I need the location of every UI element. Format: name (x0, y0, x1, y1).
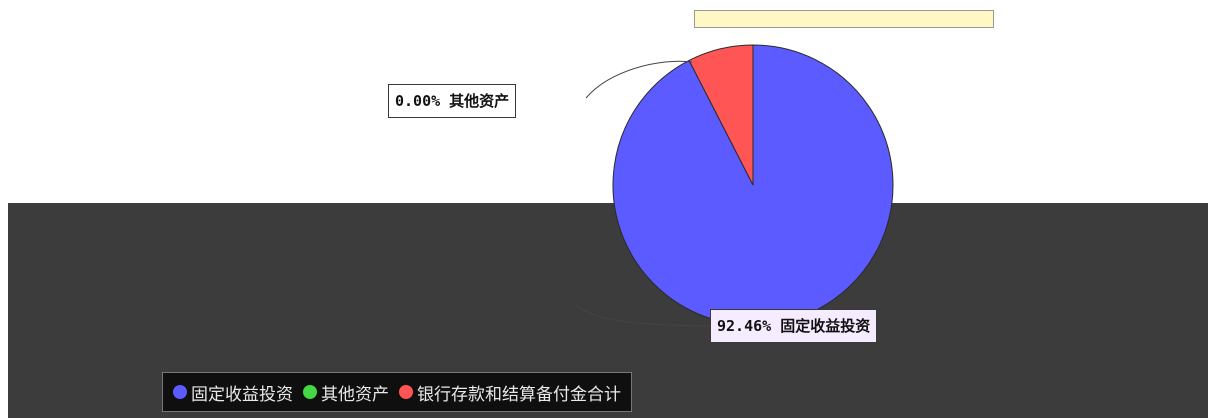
legend-label-bank-deposits: 银行存款和结算备付金合计 (417, 384, 621, 405)
data-label-other-assets: 0.00% 其他资产 (388, 84, 517, 118)
pie-slice-bank-deposits[interactable] (688, 44, 754, 186)
legend-item-fixed-income[interactable]: 固定收益投资 (173, 380, 293, 405)
data-label-fixed-income: 92.46% 固定收益投资 (710, 309, 878, 343)
legend-swatch-bank-deposits (399, 385, 413, 399)
chart-legend: 固定收益投资 其他资产 银行存款和结算备付金合计 (162, 372, 632, 412)
legend-item-bank-deposits[interactable]: 银行存款和结算备付金合计 (399, 380, 621, 405)
legend-item-other-assets[interactable]: 其他资产 (303, 380, 389, 405)
leader-line-fixed-income (574, 304, 711, 327)
legend-label-fixed-income: 固定收益投资 (191, 384, 293, 405)
leader-line-other-assets (585, 60, 693, 99)
legend-label-other-assets: 其他资产 (321, 384, 389, 405)
legend-swatch-other-assets (303, 385, 317, 399)
top-right-label (694, 10, 994, 28)
slice-tag (388, 44, 498, 68)
legend-swatch-fixed-income (173, 385, 187, 399)
